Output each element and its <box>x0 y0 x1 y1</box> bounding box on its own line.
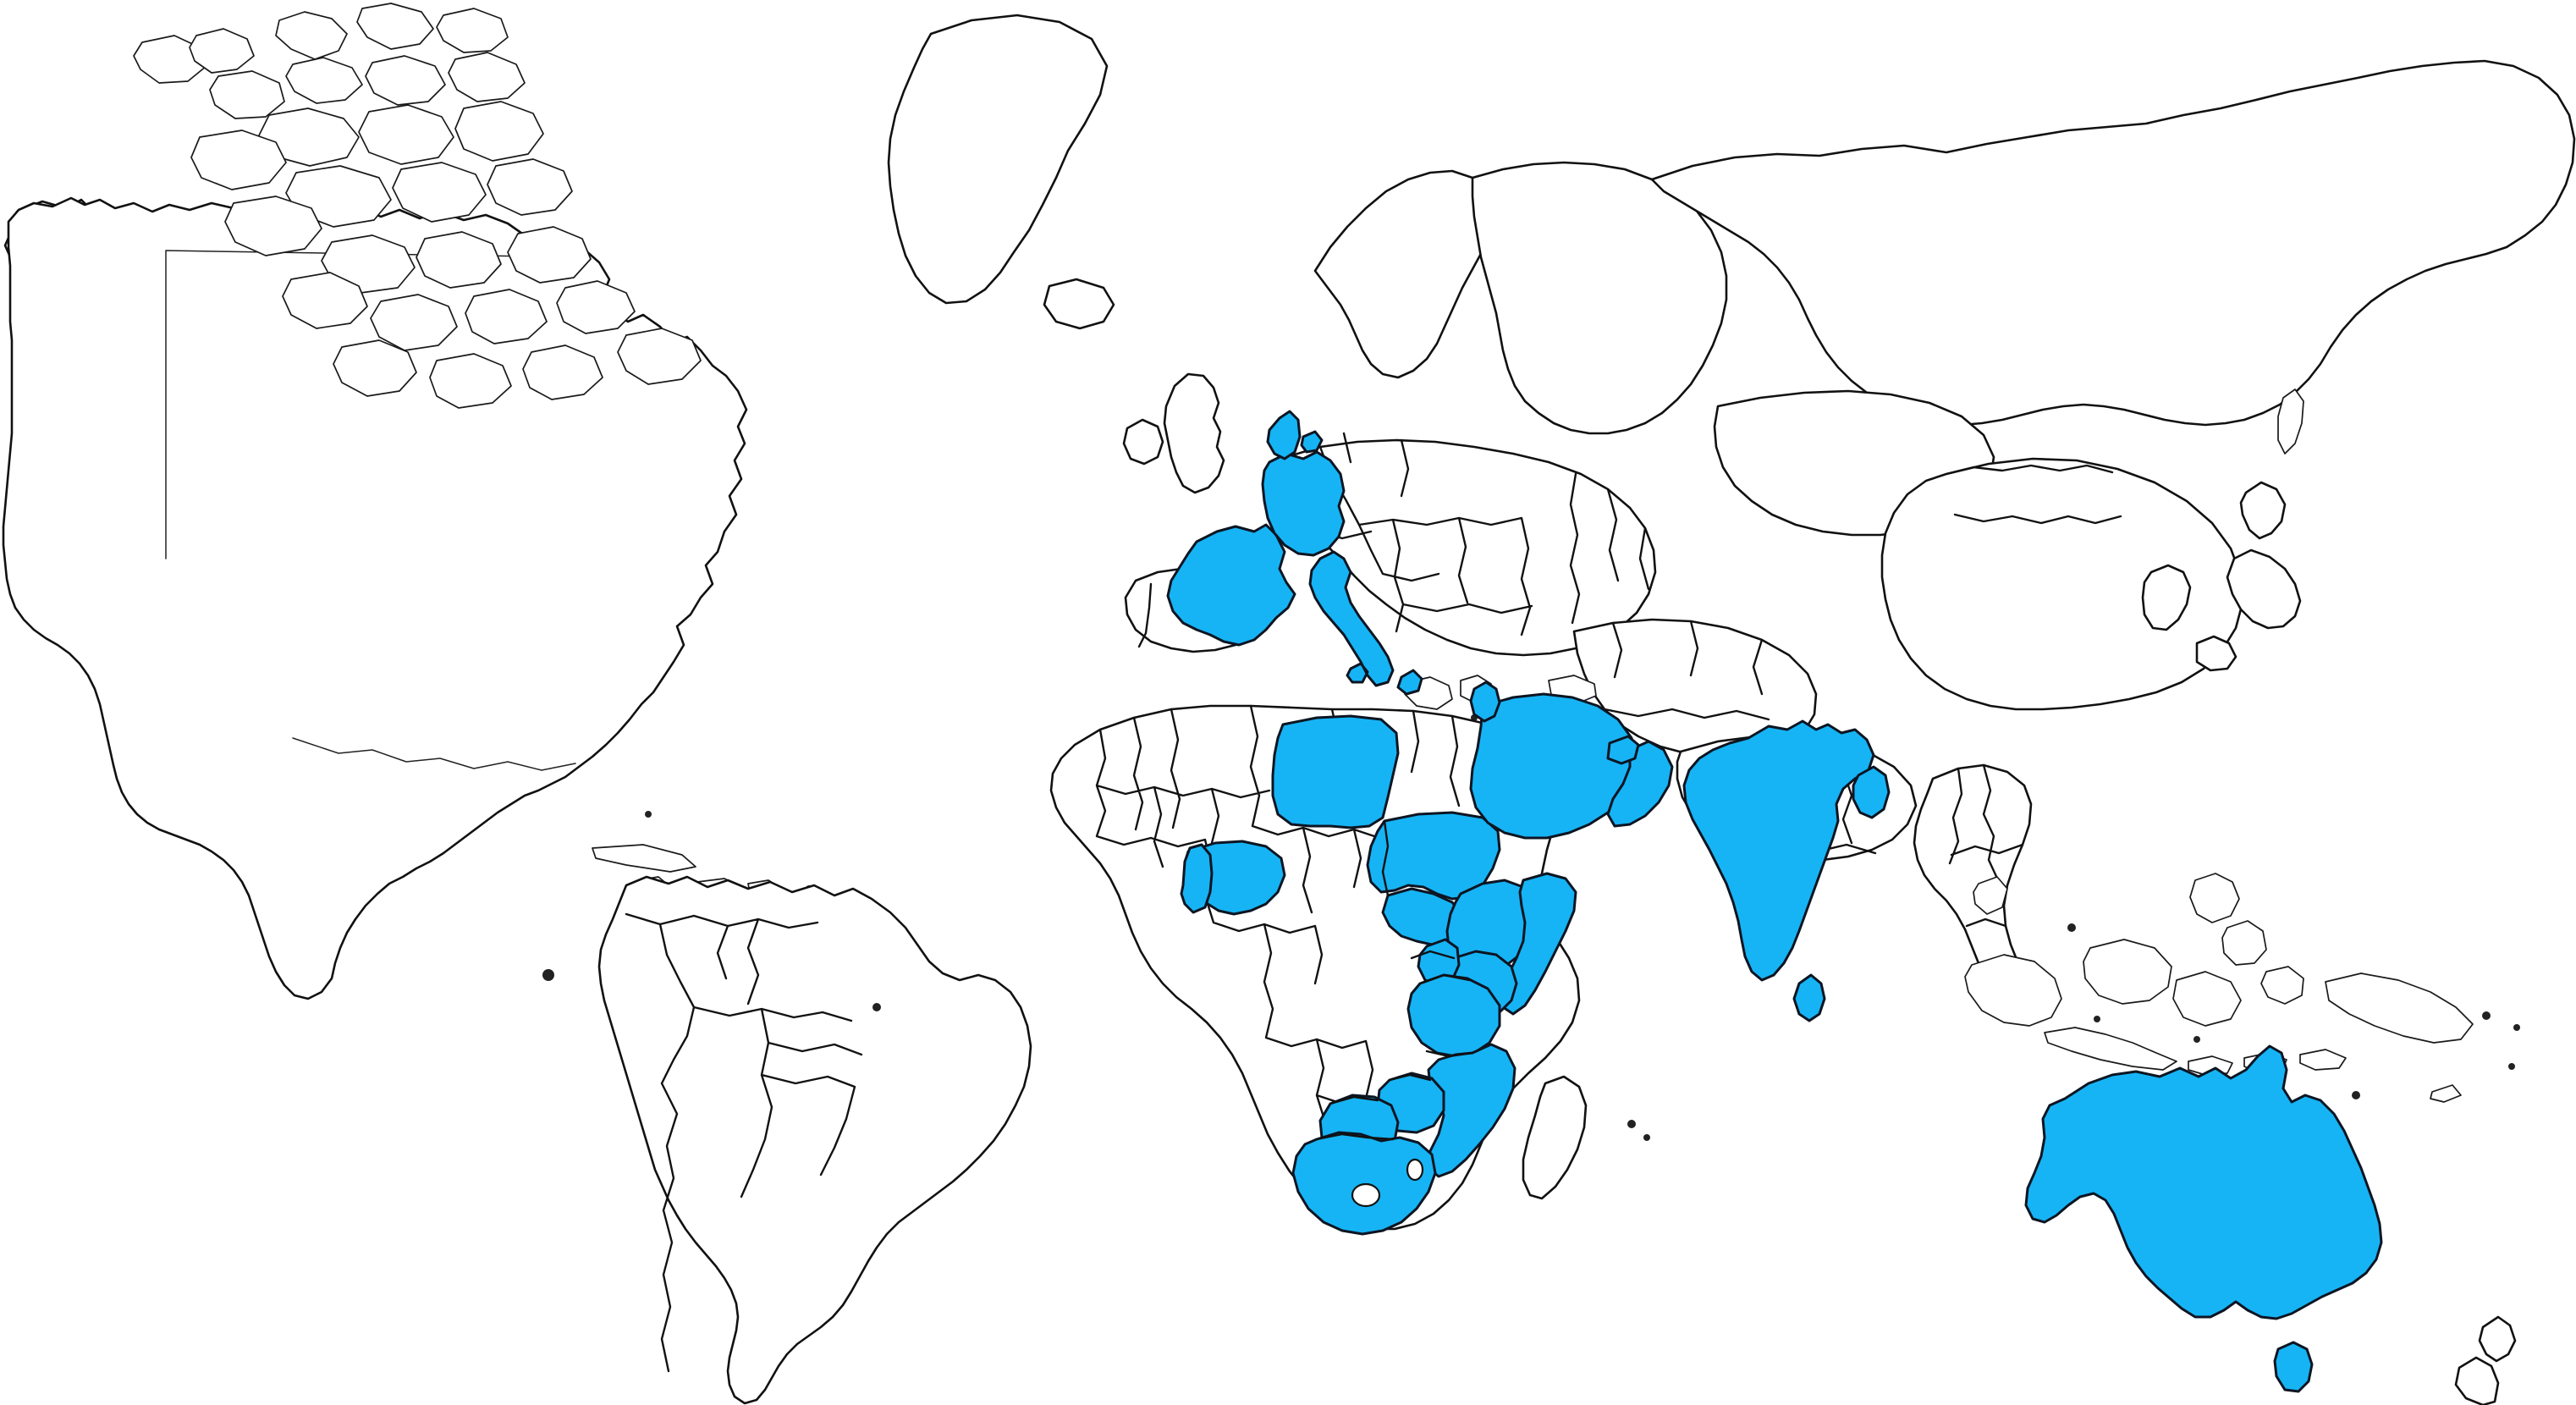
country-israel-jordan-highlighted[interactable] <box>1469 680 1501 723</box>
island-sakhalin <box>2277 388 2304 455</box>
region-oceania-base <box>2352 1063 2517 1405</box>
borders-europe <box>1285 432 1650 636</box>
country-new-zealand[interactable] <box>2454 1315 2517 1405</box>
country-germany-highlighted[interactable] <box>1261 450 1346 557</box>
country-uae-highlighted[interactable] <box>1606 735 1640 765</box>
region-south-america <box>542 875 1032 1405</box>
country-libya-highlighted[interactable] <box>1271 714 1400 829</box>
border-mongolia <box>1945 464 2122 525</box>
country-australia-highlighted[interactable] <box>2024 1044 2383 1320</box>
country-sri-lanka-highlighted[interactable] <box>1792 973 1826 1022</box>
region-korea[interactable] <box>2141 564 2192 631</box>
country-ghana-highlighted[interactable] <box>1180 843 1214 914</box>
country-france-highlighted[interactable] <box>1166 523 1296 647</box>
country-united-kingdom[interactable] <box>1163 372 1225 494</box>
region-maritime-southeast-asia <box>1964 873 2520 1076</box>
border-spain-portugal <box>1137 582 1153 648</box>
canadian-arctic-islands <box>133 3 702 409</box>
country-somalia-highlighted[interactable] <box>1500 872 1577 1016</box>
highlight-internal-borders <box>1315 819 1474 1141</box>
country-greenland[interactable] <box>887 14 1109 305</box>
continent-south-america[interactable] <box>597 875 1032 1405</box>
country-scandinavia[interactable] <box>1313 169 1496 379</box>
country-madagascar[interactable] <box>1522 1075 1588 1200</box>
country-china[interactable] <box>1880 457 2244 711</box>
border-usa-mexico <box>292 737 576 771</box>
country-saudi-arabia-highlighted[interactable] <box>1469 692 1638 840</box>
region-tasmania-highlighted[interactable] <box>2273 1341 2314 1393</box>
country-eswatini-hole <box>1406 1158 1424 1182</box>
island-new-caledonia <box>2430 1084 2462 1103</box>
borders-turkey-region <box>1603 620 1770 721</box>
country-italy-highlighted[interactable] <box>1308 550 1423 696</box>
country-ireland[interactable] <box>1122 418 1164 466</box>
country-lesotho-hole <box>1351 1182 1381 1208</box>
country-denmark-highlighted[interactable] <box>1266 410 1324 460</box>
country-mozambique-highlighted[interactable] <box>1427 1043 1516 1178</box>
country-russia[interactable] <box>1650 59 2576 427</box>
region-north-america <box>2 3 1115 1000</box>
country-iceland[interactable] <box>1043 278 1115 330</box>
country-oman-highlighted[interactable] <box>1606 740 1674 828</box>
borders-south-america <box>625 912 863 1373</box>
country-tanzania-highlighted[interactable] <box>1406 973 1501 1058</box>
country-japan[interactable] <box>2195 481 2302 672</box>
highlighted-countries-layer[interactable] <box>1166 410 2383 1393</box>
country-bangladesh-highlighted[interactable] <box>1852 765 1891 819</box>
country-india-highlighted[interactable] <box>1682 719 1875 982</box>
borders-southeast-asia <box>1948 763 2024 928</box>
